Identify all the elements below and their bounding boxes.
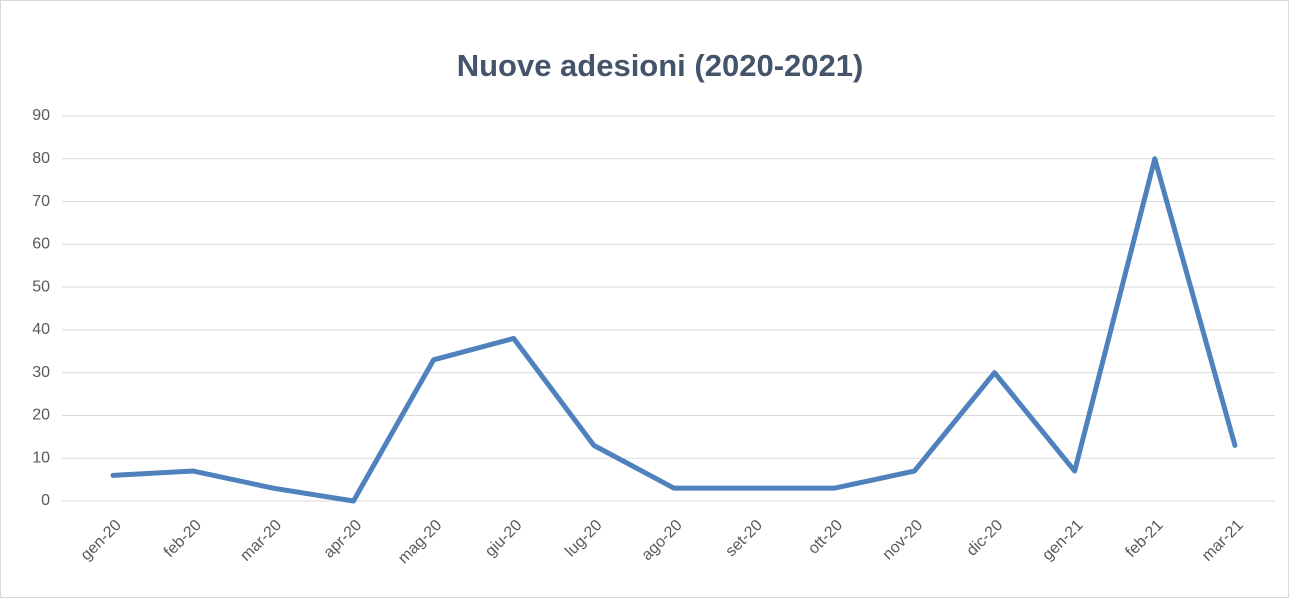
y-tick-label: 80: [32, 150, 50, 167]
y-tick-label: 10: [32, 449, 50, 466]
chart-title: Nuove adesioni (2020-2021): [457, 48, 864, 83]
y-tick-label: 90: [32, 107, 50, 124]
y-tick-label: 60: [32, 236, 50, 253]
y-tick-label: 30: [32, 364, 50, 381]
y-tick-label: 0: [41, 492, 50, 509]
y-tick-label: 20: [32, 407, 50, 424]
y-tick-label: 40: [32, 321, 50, 338]
y-tick-label: 70: [32, 193, 50, 210]
data-line: [110, 156, 1238, 504]
y-tick-label: 50: [32, 278, 50, 295]
